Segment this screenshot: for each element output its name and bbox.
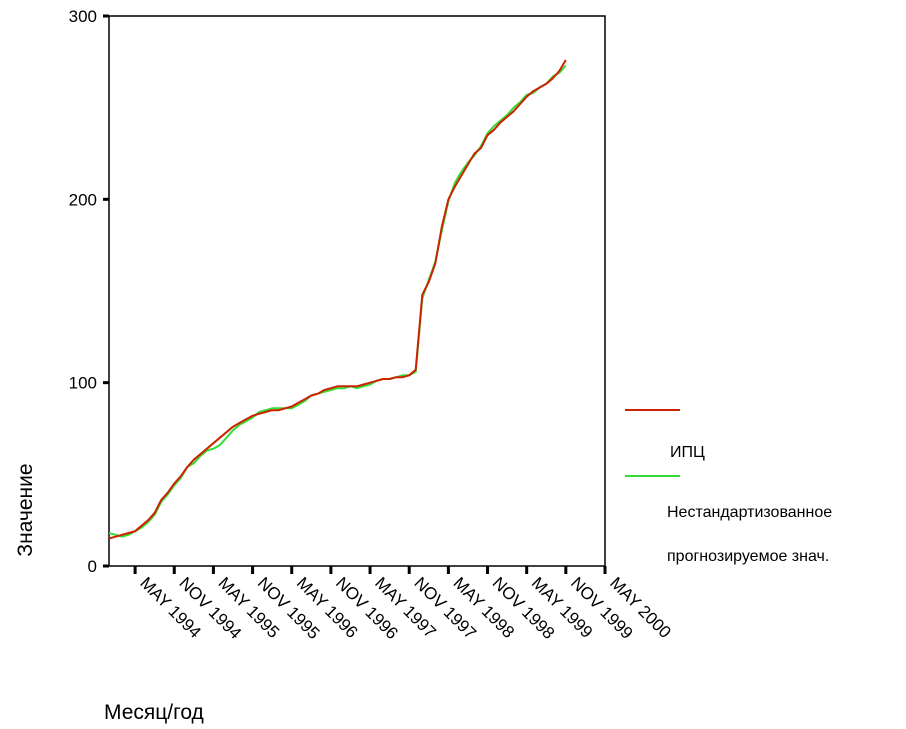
y-tick-label: 100 [69,374,97,393]
series-layer [108,59,567,540]
series-line-cpi [108,59,567,540]
legend-label-forecast-line1: Нестандартизованное [667,504,832,521]
y-tick-label: 300 [69,7,97,26]
series-line-forecast [108,64,567,538]
legend-label-forecast-line2: прогнозируемое знач. [667,548,829,565]
legend: ИПЦ Нестандартизованное прогнозируемое зна… [625,409,832,565]
legend-label-cpi: ИПЦ [670,444,705,461]
y-tick-label: 200 [69,190,97,209]
y-axis-title: Значение [14,463,37,556]
y-axis: 0 100 200 300 [69,7,109,576]
y-tick-label: 0 [88,557,97,576]
plot-border [108,15,606,567]
x-axis-title: Месяц/год [104,701,204,724]
plot-area [108,15,606,567]
